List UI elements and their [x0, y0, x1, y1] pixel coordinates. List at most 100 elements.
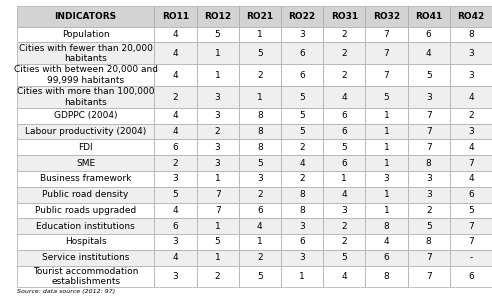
Text: 8: 8: [426, 237, 431, 247]
Text: 2: 2: [341, 49, 347, 58]
Bar: [17, 265, 154, 287]
Text: 6: 6: [257, 206, 263, 215]
Bar: [366, 64, 407, 86]
Text: 6: 6: [468, 272, 474, 281]
Bar: [239, 108, 281, 124]
Bar: [281, 124, 323, 139]
Text: 5: 5: [215, 30, 220, 39]
Text: RO21: RO21: [246, 12, 274, 21]
Bar: [450, 203, 492, 218]
Text: 4: 4: [257, 222, 263, 231]
Bar: [407, 86, 450, 108]
Bar: [323, 64, 366, 86]
Text: 8: 8: [257, 143, 263, 152]
Bar: [196, 250, 239, 265]
Bar: [366, 86, 407, 108]
Text: 4: 4: [341, 272, 347, 281]
Text: 7: 7: [215, 190, 220, 199]
Bar: [239, 218, 281, 234]
Text: Public road density: Public road density: [42, 190, 129, 199]
Text: 5: 5: [257, 159, 263, 168]
Bar: [281, 42, 323, 64]
Bar: [239, 187, 281, 203]
Text: 6: 6: [468, 190, 474, 199]
Bar: [450, 139, 492, 155]
Text: RO31: RO31: [331, 12, 358, 21]
Bar: [323, 187, 366, 203]
Bar: [407, 187, 450, 203]
Text: 5: 5: [299, 111, 305, 120]
Text: 7: 7: [468, 222, 474, 231]
Text: Hospitals: Hospitals: [65, 237, 106, 247]
Bar: [239, 234, 281, 250]
Bar: [154, 27, 196, 42]
Text: 5: 5: [215, 237, 220, 247]
Text: 2: 2: [341, 71, 347, 80]
Bar: [281, 139, 323, 155]
Bar: [323, 171, 366, 187]
Bar: [17, 27, 154, 42]
Bar: [239, 155, 281, 171]
Text: 2: 2: [257, 71, 263, 80]
Bar: [154, 250, 196, 265]
Text: 3: 3: [426, 92, 431, 101]
Text: 1: 1: [257, 30, 263, 39]
Text: 3: 3: [173, 174, 178, 183]
Text: 5: 5: [257, 272, 263, 281]
Text: 2: 2: [257, 253, 263, 262]
Text: 7: 7: [426, 127, 431, 136]
Bar: [196, 155, 239, 171]
Text: Education institutions: Education institutions: [36, 222, 135, 231]
Text: 2: 2: [215, 272, 220, 281]
Bar: [281, 250, 323, 265]
Text: RO11: RO11: [162, 12, 189, 21]
Bar: [450, 6, 492, 27]
Text: Labour productivity (2004): Labour productivity (2004): [25, 127, 146, 136]
Bar: [323, 265, 366, 287]
Text: INDICATORS: INDICATORS: [55, 12, 117, 21]
Bar: [323, 203, 366, 218]
Bar: [323, 250, 366, 265]
Bar: [281, 108, 323, 124]
Bar: [196, 139, 239, 155]
Text: 2: 2: [468, 111, 474, 120]
Bar: [196, 86, 239, 108]
Text: 6: 6: [384, 253, 389, 262]
Text: RO42: RO42: [457, 12, 485, 21]
Text: 8: 8: [257, 127, 263, 136]
Bar: [366, 234, 407, 250]
Text: 7: 7: [426, 111, 431, 120]
Bar: [154, 187, 196, 203]
Text: 1: 1: [257, 92, 263, 101]
Bar: [154, 42, 196, 64]
Bar: [407, 234, 450, 250]
Text: 3: 3: [215, 159, 220, 168]
Text: 5: 5: [341, 253, 347, 262]
Bar: [196, 42, 239, 64]
Text: -: -: [469, 253, 472, 262]
Bar: [154, 64, 196, 86]
Bar: [17, 203, 154, 218]
Text: 4: 4: [173, 71, 178, 80]
Bar: [323, 42, 366, 64]
Text: 1: 1: [215, 222, 220, 231]
Text: 6: 6: [341, 127, 347, 136]
Text: 4: 4: [299, 159, 305, 168]
Bar: [17, 139, 154, 155]
Bar: [366, 250, 407, 265]
Bar: [407, 250, 450, 265]
Bar: [196, 27, 239, 42]
Bar: [450, 124, 492, 139]
Text: 1: 1: [215, 174, 220, 183]
Bar: [17, 155, 154, 171]
Bar: [196, 108, 239, 124]
Text: 1: 1: [215, 49, 220, 58]
Bar: [239, 139, 281, 155]
Bar: [154, 171, 196, 187]
Bar: [407, 265, 450, 287]
Text: 6: 6: [341, 159, 347, 168]
Text: 2: 2: [257, 190, 263, 199]
Bar: [239, 124, 281, 139]
Text: RO12: RO12: [204, 12, 231, 21]
Text: Business framework: Business framework: [40, 174, 131, 183]
